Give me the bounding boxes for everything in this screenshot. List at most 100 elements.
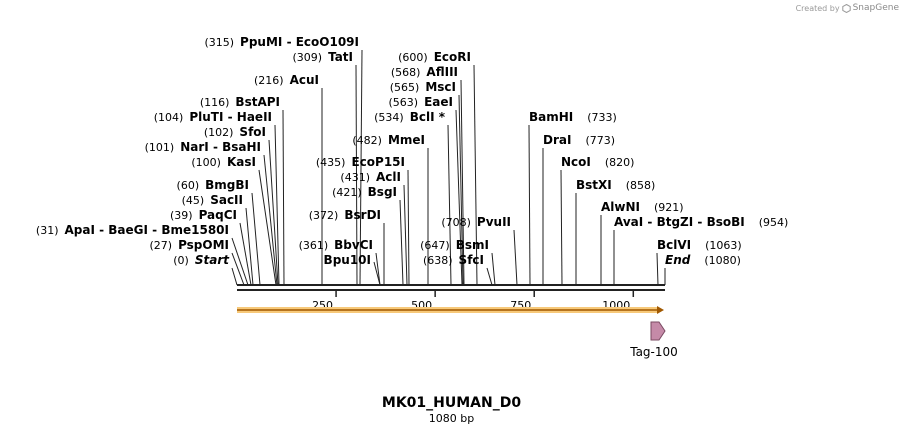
site-label-sacii[interactable]: SacII (45)	[182, 193, 243, 207]
site-label-sfoi[interactable]: SfoI (102)	[204, 125, 266, 139]
site-leader	[258, 169, 277, 286]
site-position: (60)	[177, 179, 200, 192]
site-position: (315)	[204, 36, 234, 49]
site-name: AcuI	[290, 73, 319, 87]
site-position: (45)	[182, 194, 205, 207]
site-label-end[interactable]: End (1080)	[665, 253, 741, 267]
site-label-sfci[interactable]: SfcI (638)	[423, 253, 484, 267]
feature-tag-100[interactable]: Tag-100	[629, 321, 678, 359]
site-names: AclI	[376, 170, 401, 184]
site-label-acui[interactable]: AcuI (216)	[254, 73, 319, 87]
site-names: MscI	[425, 80, 456, 94]
site-label-pluti-haeii[interactable]: PluTI - HaeII (104)	[154, 110, 272, 124]
site-position: (104)	[154, 111, 184, 124]
site-position: (954)	[759, 216, 789, 229]
site-names: PpuMI - EcoO109I	[240, 35, 359, 49]
site-name: BclVI	[657, 238, 691, 252]
site-label-drai[interactable]: DraI (773)	[543, 133, 615, 147]
site-label-pspomi[interactable]: PspOMI (27)	[149, 238, 229, 252]
site-names: PluTI - HaeII	[189, 110, 272, 124]
backbone	[237, 284, 665, 291]
site-name: MscI	[425, 80, 456, 94]
site-position: (421)	[332, 186, 362, 199]
site-label-mmei[interactable]: MmeI (482)	[352, 133, 425, 147]
site-name: - BsaHI	[209, 140, 261, 154]
site-label-bstapi[interactable]: BstAPI (116)	[200, 95, 280, 109]
site-name: AvaI	[614, 215, 643, 229]
feature-arrow[interactable]	[650, 321, 666, 341]
site-label-bstxi[interactable]: BstXI (858)	[576, 178, 655, 192]
site-name: EcoP15I	[351, 155, 405, 169]
site-label-avai-btgzi-bsobi[interactable]: AvaI - BtgZI - BsoBI (954)	[614, 215, 788, 229]
site-position: (101)	[145, 141, 175, 154]
credit-prefix: Created by	[795, 3, 840, 13]
site-leader	[560, 169, 563, 286]
site-names: PvuII	[477, 215, 511, 229]
site-label-kasi[interactable]: KasI (100)	[191, 155, 256, 169]
site-label-bbvci[interactable]: BbvCI (361)	[299, 238, 373, 252]
site-label-bpu10i[interactable]: Bpu10I	[324, 253, 371, 267]
site-name: PvuII	[477, 215, 511, 229]
site-leader	[355, 64, 358, 286]
site-position: (733)	[587, 111, 617, 124]
site-label-bsmi[interactable]: BsmI (647)	[420, 238, 489, 252]
site-name: SfcI	[459, 253, 484, 267]
site-label-alwni[interactable]: AlwNI (921)	[601, 200, 684, 214]
site-leader	[458, 94, 464, 286]
credit-brand: SnapGene	[852, 3, 899, 13]
map-title: MK01_HUMAN_D0	[381, 395, 522, 411]
site-names: BstXI	[576, 178, 612, 192]
site-label-ppumi-ecoo109i[interactable]: PpuMI - EcoO109I (315)	[204, 35, 359, 49]
site-label-bcli[interactable]: BclI * (534)	[374, 110, 446, 124]
site-label-pvuii[interactable]: PvuII (708)	[441, 215, 511, 229]
site-leader	[403, 184, 408, 286]
site-position: (568)	[391, 66, 421, 79]
site-names: End	[665, 253, 691, 267]
site-name: BsrDI	[344, 208, 381, 222]
orf-arrow	[237, 306, 664, 314]
site-name: - BaeGI	[95, 223, 148, 237]
site-leader	[231, 237, 249, 286]
site-names: EaeI	[424, 95, 453, 109]
site-name: DraI	[543, 133, 571, 147]
site-position: (116)	[200, 96, 230, 109]
site-label-bamhi[interactable]: BamHI (733)	[529, 110, 617, 124]
site-label-msci[interactable]: MscI (565)	[390, 80, 456, 94]
site-name: PspOMI	[178, 238, 229, 252]
site-leader	[399, 199, 404, 286]
orf-arrowhead	[657, 306, 664, 314]
site-label-start[interactable]: Start (0)	[173, 253, 230, 267]
site-name: PpuMI	[240, 35, 282, 49]
site-label-ncoi[interactable]: NcoI (820)	[561, 155, 634, 169]
site-label-ecop15i[interactable]: EcoP15I (435)	[316, 155, 405, 169]
site-name: - HaeII	[223, 110, 272, 124]
site-name: EcoRI	[434, 50, 471, 64]
site-label-bclvi[interactable]: BclVI (1063)	[657, 238, 742, 252]
site-label-acli[interactable]: AclI (431)	[340, 170, 401, 184]
site-name: BamHI	[529, 110, 573, 124]
site-label-eaei[interactable]: EaeI (563)	[389, 95, 454, 109]
site-name: MmeI	[388, 133, 425, 147]
site-position: (647)	[420, 239, 450, 252]
site-position: (773)	[585, 134, 615, 147]
site-label-bsgi[interactable]: BsgI (421)	[332, 185, 397, 199]
site-leader	[231, 267, 238, 286]
site-position: (638)	[423, 254, 453, 267]
site-name: PaqCI	[199, 208, 237, 222]
site-names: BsrDI	[344, 208, 381, 222]
site-label-bsrdi[interactable]: BsrDI (372)	[309, 208, 381, 222]
site-label-ecori[interactable]: EcoRI (600)	[398, 50, 471, 64]
site-label-afliii[interactable]: AflIII (568)	[391, 65, 458, 79]
site-position: (39)	[170, 209, 193, 222]
site-name: KasI	[227, 155, 256, 169]
site-position: (921)	[654, 201, 684, 214]
site-label-nari-bsahi[interactable]: NarI - BsaHI (101)	[145, 140, 261, 154]
site-label-bmgbi[interactable]: BmgBI (60)	[177, 178, 249, 192]
site-label-paqci[interactable]: PaqCI (39)	[170, 208, 237, 222]
site-label-apai-baegi-bme1580i[interactable]: ApaI - BaeGI - Bme1580I (31)	[36, 223, 229, 237]
site-position: (565)	[390, 81, 420, 94]
feature-label: Tag-100	[629, 345, 678, 359]
site-position: (563)	[389, 96, 419, 109]
site-names: SfoI	[239, 125, 266, 139]
site-label-tati[interactable]: TatI (309)	[292, 50, 353, 64]
